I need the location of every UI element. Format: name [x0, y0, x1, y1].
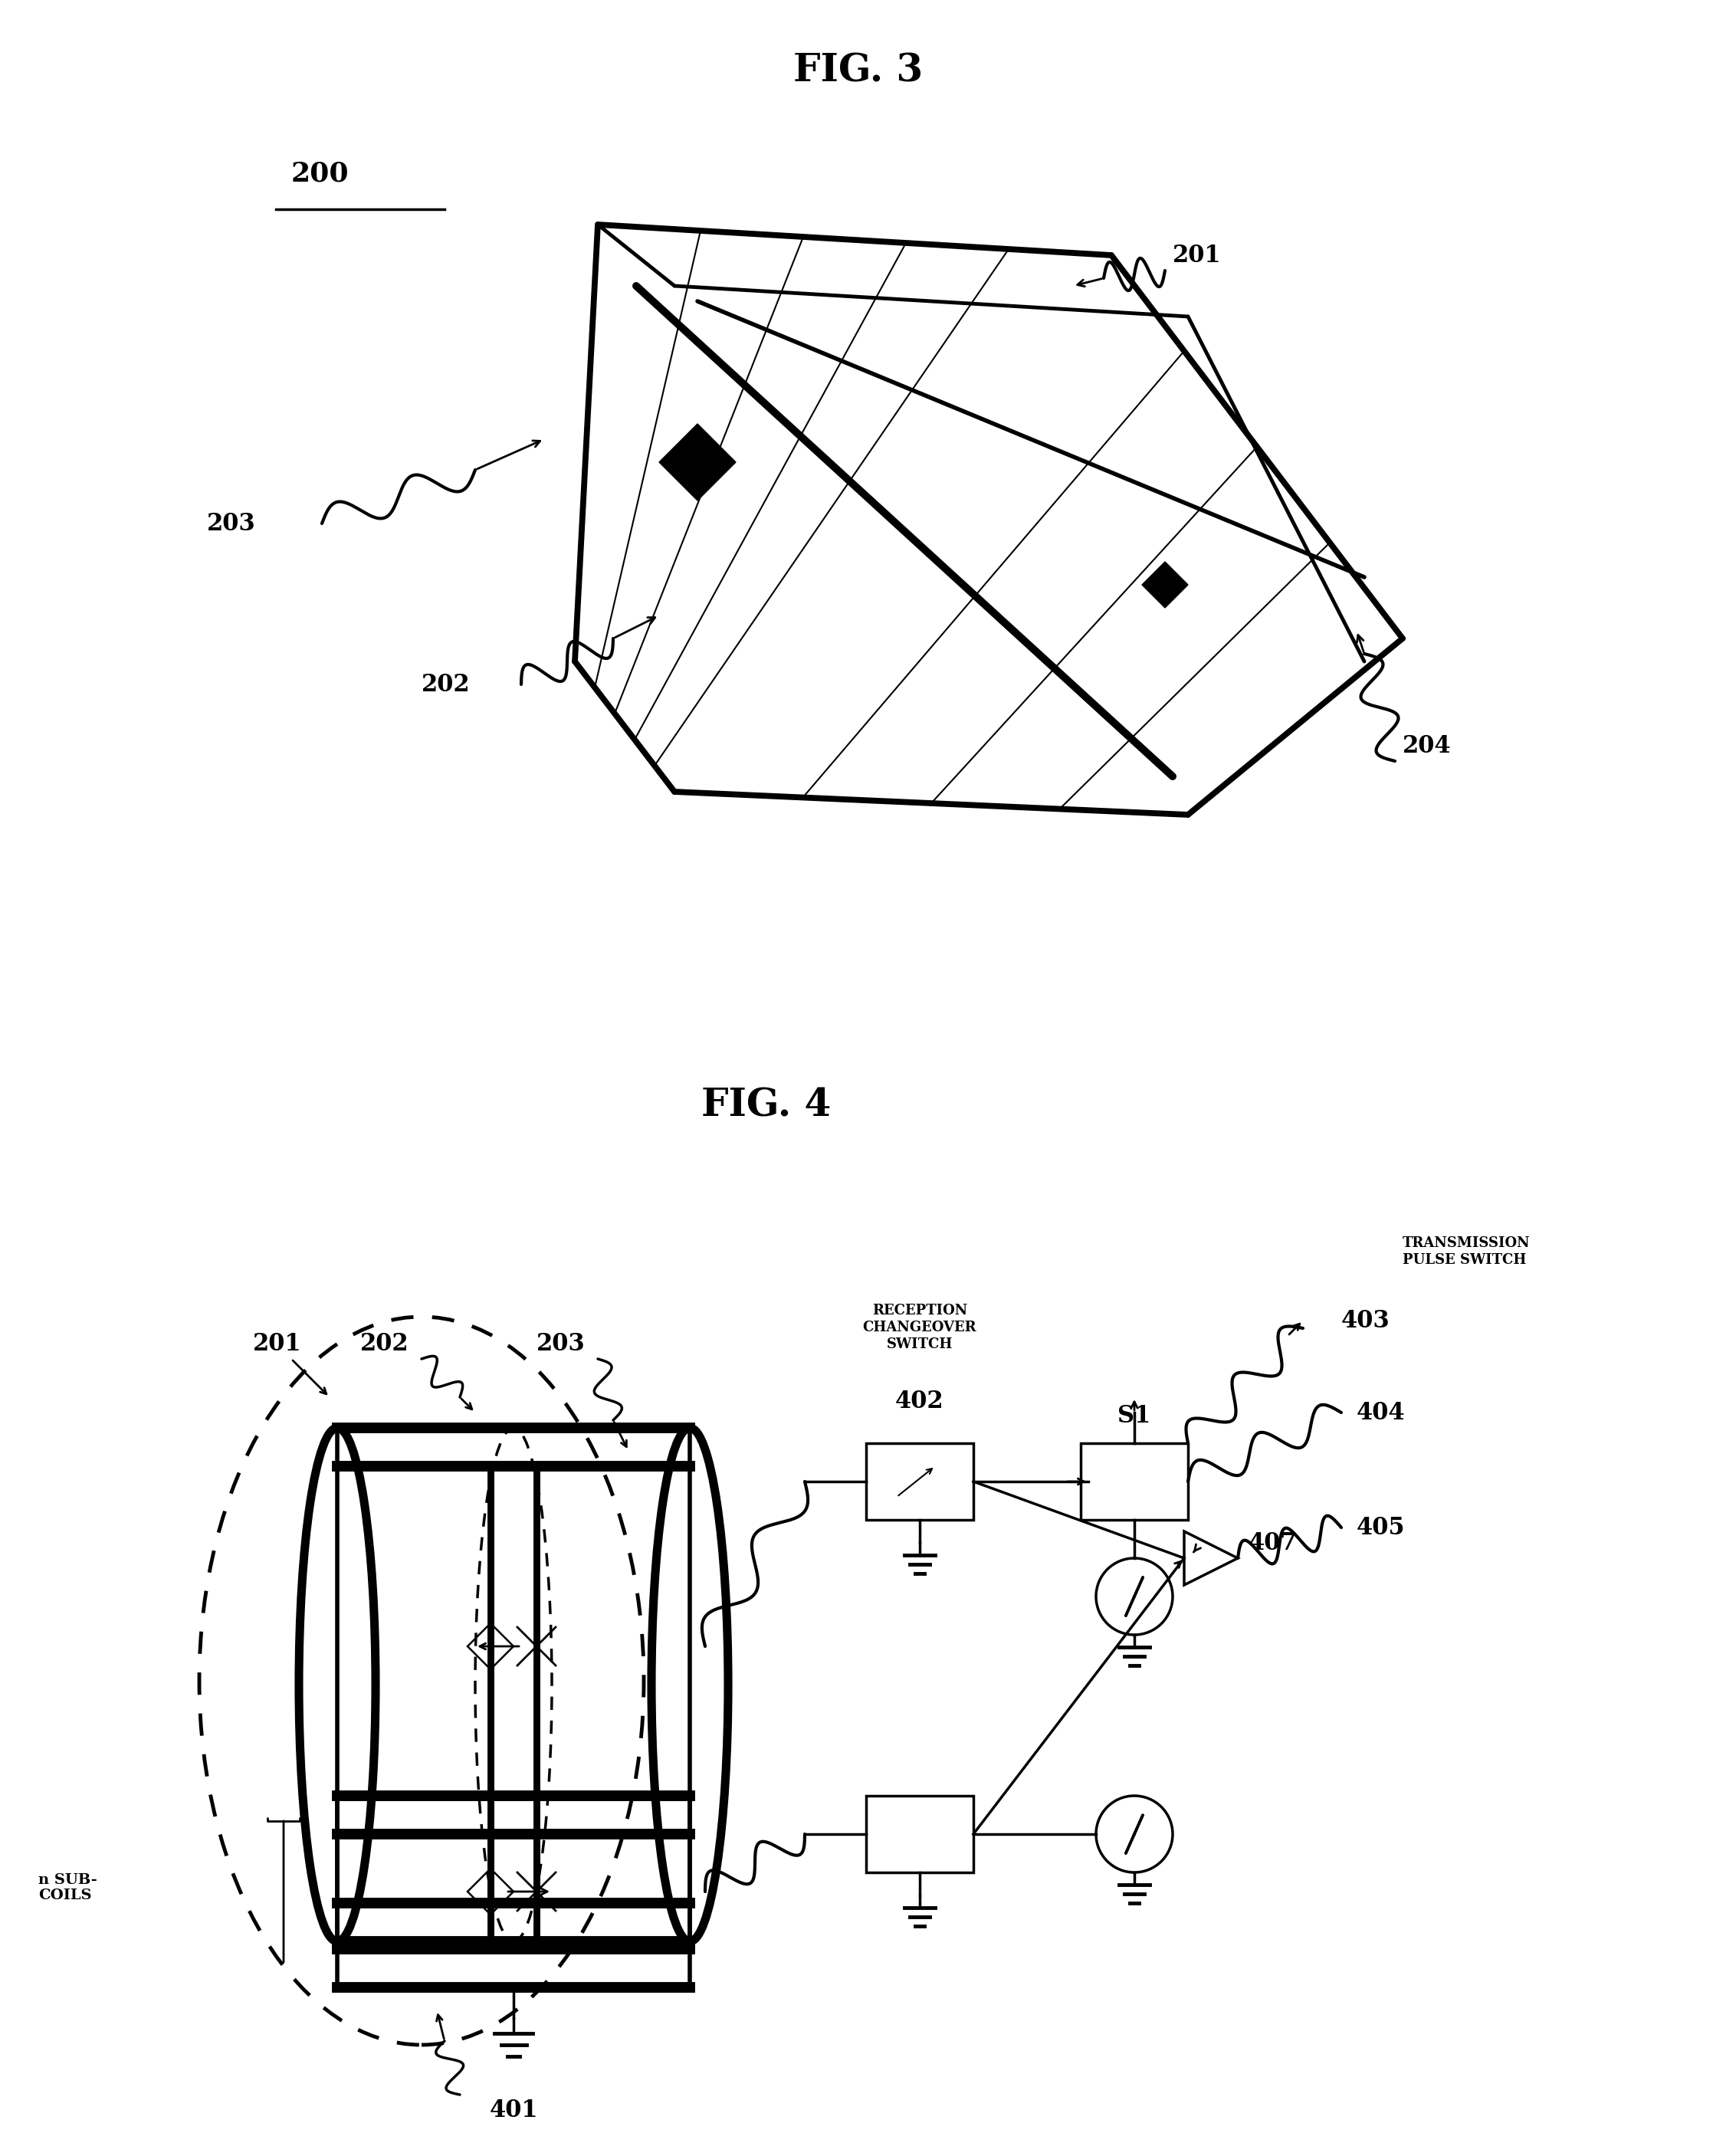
Text: S1: S1: [1119, 1404, 1151, 1427]
Text: n SUB-
COILS: n SUB- COILS: [38, 1874, 98, 1902]
Text: 402: 402: [896, 1391, 944, 1414]
Bar: [1081, 1442, 1189, 1520]
Text: 202: 202: [360, 1332, 409, 1356]
Text: 202: 202: [421, 673, 471, 696]
Polygon shape: [660, 425, 737, 500]
Text: 201: 201: [1173, 244, 1221, 267]
Text: 401: 401: [490, 2098, 538, 2122]
Text: TRANSMISSION
PULSE SWITCH: TRANSMISSION PULSE SWITCH: [1403, 1235, 1530, 1268]
Text: 203: 203: [536, 1332, 586, 1356]
Text: 405: 405: [1357, 1516, 1405, 1539]
Text: 404: 404: [1357, 1401, 1405, 1425]
Text: 200: 200: [291, 160, 349, 185]
Bar: [867, 1442, 973, 1520]
Text: 403: 403: [1341, 1309, 1391, 1332]
Bar: [867, 1796, 973, 1871]
Text: RECEPTION
CHANGEOVER
SWITCH: RECEPTION CHANGEOVER SWITCH: [863, 1304, 976, 1352]
Text: FIG. 3: FIG. 3: [793, 52, 923, 91]
Text: FIG. 4: FIG. 4: [702, 1087, 831, 1125]
Polygon shape: [1143, 563, 1189, 608]
Text: 203: 203: [207, 511, 255, 535]
Text: 204: 204: [1403, 733, 1451, 757]
Text: 201: 201: [254, 1332, 301, 1356]
Text: 407: 407: [1249, 1531, 1297, 1554]
